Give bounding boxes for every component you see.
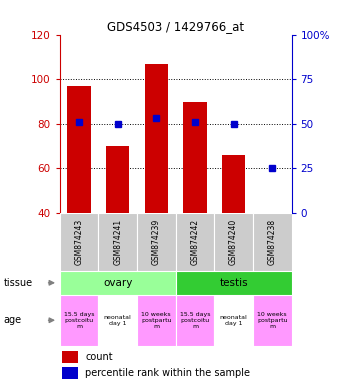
Text: GSM874240: GSM874240 <box>229 219 238 265</box>
Text: ovary: ovary <box>103 278 132 288</box>
Text: testis: testis <box>219 278 248 288</box>
Bar <box>222 155 245 213</box>
Bar <box>62 367 78 379</box>
Bar <box>60 295 98 346</box>
Bar <box>176 295 214 346</box>
Bar <box>137 295 176 346</box>
Bar <box>145 64 168 213</box>
Text: GSM874241: GSM874241 <box>113 219 122 265</box>
Text: tissue: tissue <box>3 278 32 288</box>
Bar <box>137 213 176 271</box>
Bar <box>214 213 253 271</box>
Bar <box>106 146 129 213</box>
Text: count: count <box>85 352 113 362</box>
Bar <box>253 213 292 271</box>
Bar <box>60 271 176 295</box>
Bar <box>60 213 98 271</box>
Title: GDS4503 / 1429766_at: GDS4503 / 1429766_at <box>107 20 244 33</box>
Text: percentile rank within the sample: percentile rank within the sample <box>85 368 250 379</box>
Bar <box>176 271 292 295</box>
Text: 10 weeks
postpartu
m: 10 weeks postpartu m <box>257 312 287 329</box>
Bar <box>176 213 214 271</box>
Text: GSM874243: GSM874243 <box>74 219 84 265</box>
Text: neonatal
day 1: neonatal day 1 <box>104 315 132 326</box>
Text: 15.5 days
postcoitu
m: 15.5 days postcoitu m <box>64 312 94 329</box>
Text: GSM874238: GSM874238 <box>268 219 277 265</box>
Bar <box>68 86 91 213</box>
Text: 15.5 days
postcoitu
m: 15.5 days postcoitu m <box>180 312 210 329</box>
Text: age: age <box>3 315 21 325</box>
Text: 10 weeks
postpartu
m: 10 weeks postpartu m <box>141 312 172 329</box>
Bar <box>253 295 292 346</box>
Text: GSM874242: GSM874242 <box>190 219 199 265</box>
Bar <box>62 351 78 363</box>
Text: GSM874239: GSM874239 <box>152 219 161 265</box>
Bar <box>183 101 207 213</box>
Bar <box>98 295 137 346</box>
Bar <box>98 213 137 271</box>
Text: neonatal
day 1: neonatal day 1 <box>220 315 248 326</box>
Bar <box>214 295 253 346</box>
